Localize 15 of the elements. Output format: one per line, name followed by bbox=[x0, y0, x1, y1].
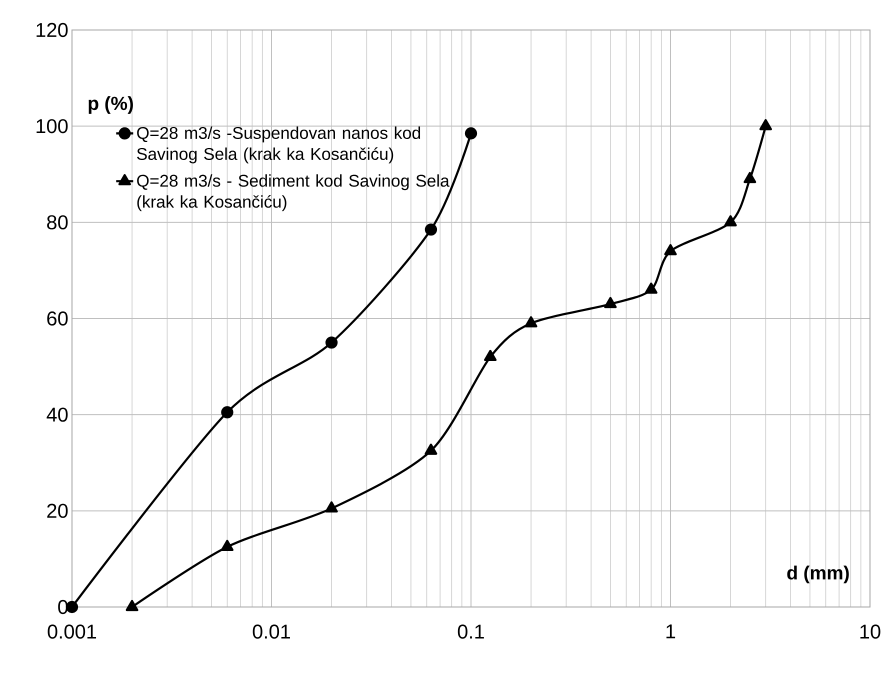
x-tick-label: 0.001 bbox=[48, 624, 96, 639]
legend-label: Q=28 m3/s - Sediment kod Savinog Sela (krak ka Kosančiću) bbox=[137, 174, 450, 212]
y-tick-label: 80 bbox=[47, 215, 68, 230]
x-axis-title: d (mm) bbox=[787, 566, 849, 584]
y-axis-title: p (%) bbox=[88, 96, 133, 114]
y-tick-label: 20 bbox=[47, 504, 68, 518]
x-tick-label: 10 bbox=[860, 624, 880, 639]
x-tick-label: 1 bbox=[666, 624, 676, 638]
y-tick-label: 40 bbox=[46, 408, 68, 422]
x-tick-label: 0.01 bbox=[252, 624, 290, 639]
y-tick-label: 100 bbox=[36, 119, 68, 134]
y-tick-label: 120 bbox=[36, 22, 68, 38]
x-tick-label: 0.1 bbox=[458, 624, 484, 639]
legend-label: Q=28 m3/s -Suspendovan nanos kod Savinog Sela (krak ka Kosančiću) bbox=[137, 126, 420, 164]
y-tick-label: 60 bbox=[47, 311, 68, 326]
